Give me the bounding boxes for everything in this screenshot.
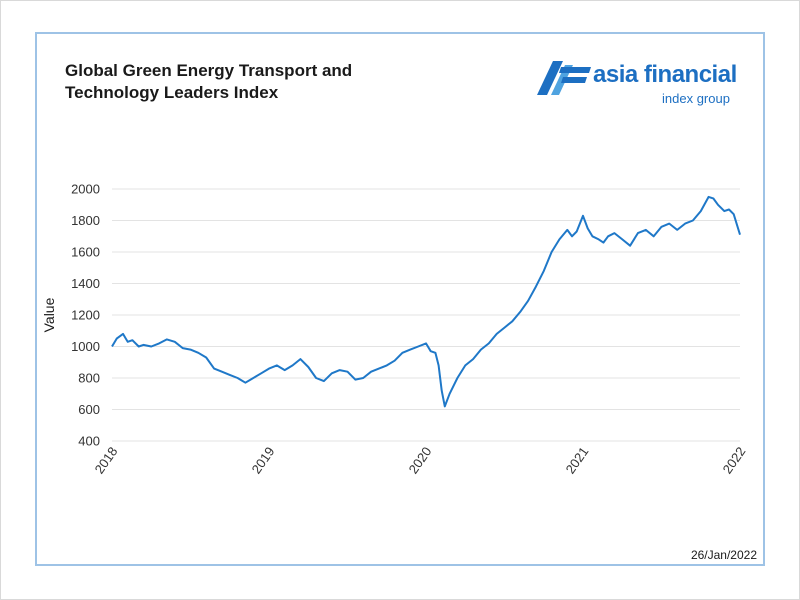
y-axis-label: Value [41,297,57,332]
series-line [111,195,741,408]
y-tick-label: 600 [78,402,100,417]
y-tick-label: 800 [78,371,100,386]
x-tick-label: 2020 [406,444,435,476]
y-tick-label: 400 [78,434,100,449]
logo-main-text: asia financial [593,61,737,88]
x-tick-label: 2022 [720,444,749,476]
brand-logo: asia financial index group [537,61,737,109]
y-tick-label: 1200 [71,308,100,323]
x-tick-label: 2019 [249,444,278,476]
y-tick-label: 1800 [71,213,100,228]
chart-title: Global Green Energy Transport and Techno… [65,60,445,104]
date-note: 26/Jan/2022 [690,548,757,562]
y-tick-label: 1400 [71,276,100,291]
y-tick-label: 1000 [71,339,100,354]
y-tick-label: 1600 [71,245,100,260]
x-tick-label: 2021 [563,444,592,476]
chart-card: Global Green Energy Transport and Techno… [35,32,765,566]
chart-title-line-1: Global Green Energy Transport and [65,61,353,80]
logo-sub-text: index group [662,91,730,106]
x-tick-label: 2018 [92,444,121,476]
logo-mark-icon [537,61,591,95]
y-tick-label: 2000 [71,182,100,197]
chart-title-line-2: Technology Leaders Index [65,83,279,102]
